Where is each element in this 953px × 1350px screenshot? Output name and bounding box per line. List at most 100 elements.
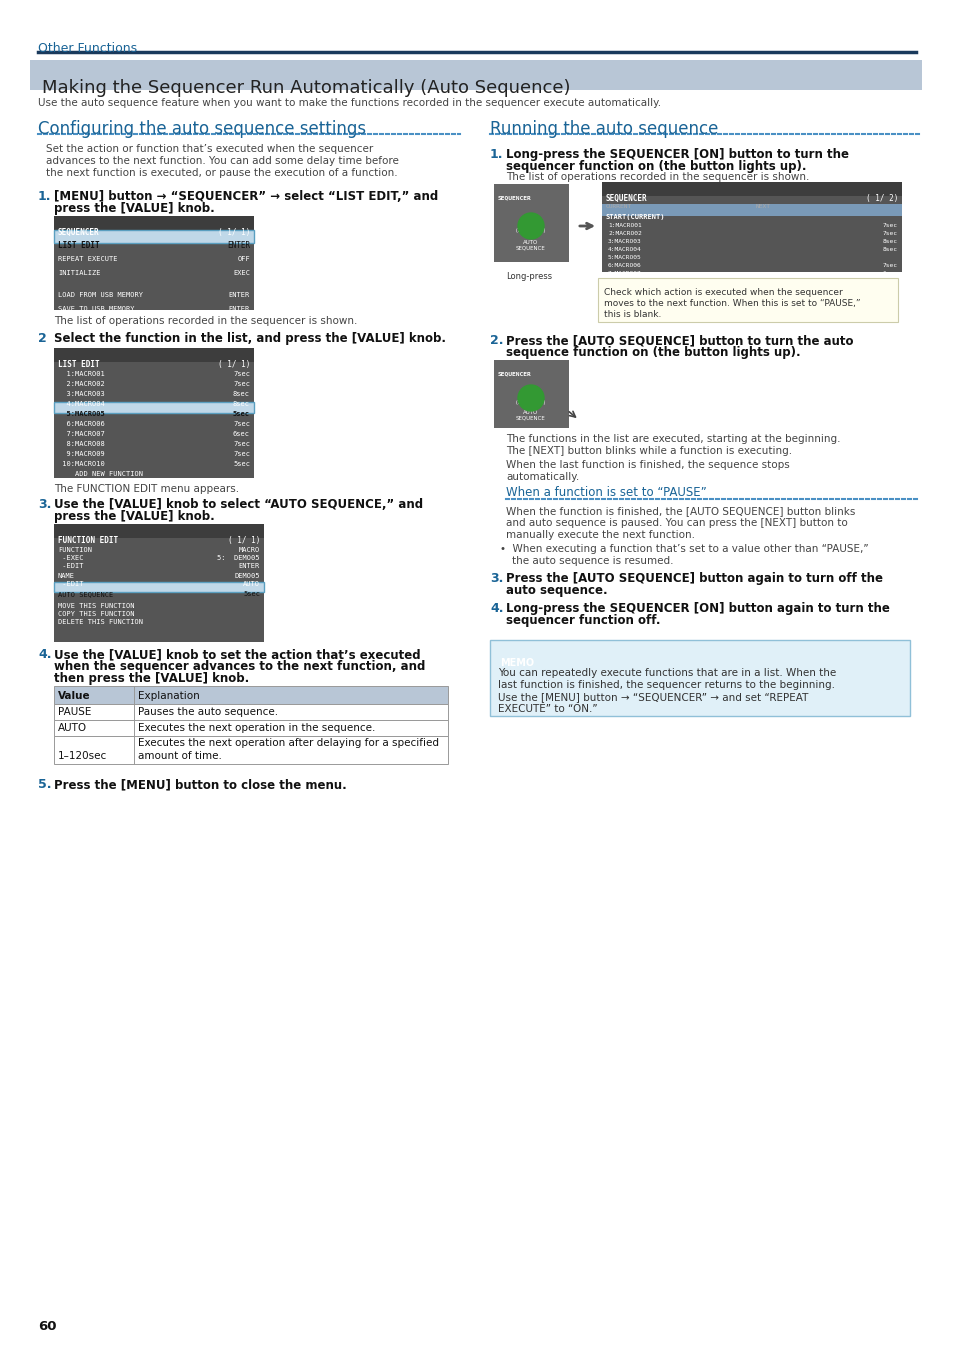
Text: sequencer function off.: sequencer function off. [505, 614, 659, 626]
Text: manually execute the next function.: manually execute the next function. [505, 531, 695, 540]
Text: 8sec: 8sec [882, 239, 897, 244]
Text: ( 1/ 1): ( 1/ 1) [228, 536, 260, 545]
Text: START(CURRENT): START(CURRENT) [605, 215, 665, 220]
Text: Use the auto sequence feature when you want to make the functions recorded in th: Use the auto sequence feature when you w… [38, 99, 660, 108]
Bar [496, 647, 539, 660]
Text: MACRO: MACRO [238, 547, 260, 553]
Text: Running the auto sequence: Running the auto sequence [490, 120, 718, 138]
Text: You can repeatedly execute functions that are in a list. When the: You can repeatedly execute functions tha… [497, 668, 836, 678]
Text: 1:MACRO01: 1:MACRO01 [58, 371, 105, 377]
Text: 4:MACRO04: 4:MACRO04 [58, 401, 105, 406]
Text: SEQUENCER: SEQUENCER [497, 371, 531, 377]
Text: 4.: 4. [38, 648, 51, 662]
Text: 5sec: 5sec [233, 410, 250, 417]
Text: Long-press the SEQUENCER [ON] button to turn the: Long-press the SEQUENCER [ON] button to … [505, 148, 848, 161]
Text: Press the [AUTO SEQUENCE] button again to turn off the: Press the [AUTO SEQUENCE] button again t… [505, 572, 882, 585]
Text: ON: ON [526, 221, 535, 227]
Text: -EDIT: -EDIT [58, 563, 84, 568]
Bar [601, 182, 901, 271]
Text: Executes the next operation after delaying for a specified: Executes the next operation after delayi… [138, 738, 438, 748]
Text: 7sec: 7sec [882, 231, 897, 236]
Text: SEQUENCER: SEQUENCER [605, 194, 647, 202]
Text: 5:  DEMO05: 5: DEMO05 [217, 555, 260, 562]
Text: Press the [AUTO SEQUENCE] button to turn the auto: Press the [AUTO SEQUENCE] button to turn… [505, 333, 853, 347]
Text: EXECUTE” to “ON.”: EXECUTE” to “ON.” [497, 703, 597, 714]
Text: auto sequence.: auto sequence. [505, 585, 607, 597]
Bar [54, 582, 264, 593]
Text: -EXEC: -EXEC [58, 555, 84, 562]
Text: ENTER: ENTER [229, 306, 250, 312]
Bar [54, 703, 448, 720]
Text: moves to the next function. When this is set to “PAUSE,”: moves to the next function. When this is… [603, 298, 860, 308]
Text: 1:MACRO01: 1:MACRO01 [607, 223, 641, 228]
Text: ENTER: ENTER [229, 292, 250, 298]
Bar [54, 216, 253, 310]
Text: this is blank.: this is blank. [603, 310, 660, 319]
Text: 4:MACRO04: 4:MACRO04 [607, 247, 641, 252]
Text: FUNCTION: FUNCTION [58, 547, 91, 553]
Text: 8sec: 8sec [233, 401, 250, 406]
Text: (Press 2sec): (Press 2sec) [516, 400, 545, 405]
Text: 5.: 5. [38, 778, 51, 791]
Text: MOVE THIS FUNCTION: MOVE THIS FUNCTION [58, 603, 134, 609]
Text: AUTO: AUTO [523, 240, 538, 244]
Text: 7sec: 7sec [233, 421, 250, 427]
Bar [54, 524, 264, 643]
Text: sequence function on (the button lights up).: sequence function on (the button lights … [505, 346, 800, 359]
Text: COPY THIS FUNCTION: COPY THIS FUNCTION [58, 612, 134, 617]
Text: SEQUENCE: SEQUENCE [516, 416, 545, 421]
Text: amount of time.: amount of time. [138, 751, 222, 761]
Bar [54, 348, 253, 362]
Text: 8sec: 8sec [882, 247, 897, 252]
Text: CURRENT: CURRENT [605, 204, 632, 209]
Bar [54, 216, 253, 230]
Bar [30, 59, 921, 90]
Text: When a function is set to “PAUSE”: When a function is set to “PAUSE” [505, 486, 706, 500]
Text: PAUSE: PAUSE [58, 707, 91, 717]
Text: the auto sequence is resumed.: the auto sequence is resumed. [512, 556, 673, 566]
Text: 3:MACRO03: 3:MACRO03 [607, 239, 641, 244]
Text: The list of operations recorded in the sequencer is shown.: The list of operations recorded in the s… [54, 316, 357, 325]
Text: SEQUENCER: SEQUENCER [497, 194, 531, 200]
Text: FUNCTION EDIT: FUNCTION EDIT [58, 536, 118, 545]
Text: MEMO: MEMO [499, 657, 534, 668]
Bar [601, 182, 901, 196]
Text: Check which action is executed when the sequencer: Check which action is executed when the … [603, 288, 841, 297]
Bar [54, 230, 253, 243]
Text: 7sec: 7sec [233, 451, 250, 458]
Text: ENTER: ENTER [227, 242, 250, 250]
Text: AUTO: AUTO [243, 580, 260, 587]
Text: sequencer function on (the button lights up).: sequencer function on (the button lights… [505, 161, 805, 173]
Text: 2: 2 [38, 332, 47, 346]
Text: press the [VALUE] knob.: press the [VALUE] knob. [54, 202, 214, 215]
Bar [494, 184, 568, 262]
Text: •  When executing a function that’s set to a value other than “PAUSE,”: • When executing a function that’s set t… [499, 544, 868, 554]
Text: 6sec: 6sec [233, 431, 250, 437]
Circle shape [517, 385, 543, 410]
Text: 4.: 4. [490, 602, 503, 616]
Text: Use the [VALUE] knob to select “AUTO SEQUENCE,” and: Use the [VALUE] knob to select “AUTO SEQ… [54, 498, 423, 512]
Text: Use the [VALUE] knob to set the action that’s executed: Use the [VALUE] knob to set the action t… [54, 648, 420, 662]
Text: 3.: 3. [490, 572, 503, 585]
Text: The FUNCTION EDIT menu appears.: The FUNCTION EDIT menu appears. [54, 485, 239, 494]
Text: Set the action or function that’s executed when the sequencer: Set the action or function that’s execut… [46, 144, 373, 154]
Bar [598, 278, 897, 323]
Text: Value: Value [58, 691, 91, 701]
Text: The [NEXT] button blinks while a function is executing.: The [NEXT] button blinks while a functio… [505, 446, 791, 456]
Text: When the function is finished, the [AUTO SEQUENCE] button blinks: When the function is finished, the [AUTO… [505, 506, 855, 516]
Text: Configuring the auto sequence settings: Configuring the auto sequence settings [38, 120, 366, 138]
Text: 5sec: 5sec [233, 460, 250, 467]
Bar [54, 686, 448, 703]
Text: Pauses the auto sequence.: Pauses the auto sequence. [138, 707, 278, 717]
Text: INITIALIZE: INITIALIZE [58, 270, 100, 275]
Text: The list of operations recorded in the sequencer is shown.: The list of operations recorded in the s… [505, 171, 808, 182]
Text: 5sec: 5sec [243, 591, 260, 597]
Text: 1–120sec: 1–120sec [58, 751, 107, 761]
Text: 7sec: 7sec [882, 263, 897, 269]
Text: AUTO: AUTO [58, 724, 87, 733]
Text: 1.: 1. [38, 190, 51, 202]
Text: 9:MACRO09: 9:MACRO09 [58, 451, 105, 458]
Text: EXEC: EXEC [233, 270, 250, 275]
Text: [MENU] button → “SEQUENCER” → select “LIST EDIT,” and: [MENU] button → “SEQUENCER” → select “LI… [54, 190, 437, 202]
Text: 7sec: 7sec [233, 381, 250, 387]
